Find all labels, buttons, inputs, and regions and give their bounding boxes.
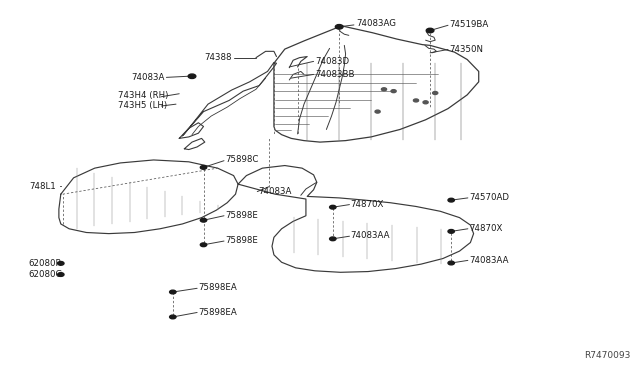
Circle shape bbox=[448, 198, 454, 202]
Text: 74083A: 74083A bbox=[258, 187, 291, 196]
Circle shape bbox=[200, 243, 207, 247]
Circle shape bbox=[381, 88, 387, 91]
Circle shape bbox=[330, 237, 336, 241]
Text: 743H4 (RH): 743H4 (RH) bbox=[118, 92, 169, 100]
Text: 74083D: 74083D bbox=[315, 57, 349, 65]
Circle shape bbox=[58, 262, 64, 265]
Text: 743H5 (LH): 743H5 (LH) bbox=[118, 101, 168, 110]
Text: 74083A: 74083A bbox=[131, 73, 164, 82]
Text: 62080R: 62080R bbox=[29, 259, 62, 268]
Circle shape bbox=[335, 25, 343, 29]
Circle shape bbox=[200, 218, 207, 222]
Circle shape bbox=[200, 166, 207, 169]
Circle shape bbox=[426, 28, 434, 33]
Circle shape bbox=[188, 74, 196, 78]
Text: 74870X: 74870X bbox=[469, 224, 502, 233]
Circle shape bbox=[413, 99, 419, 102]
Circle shape bbox=[448, 230, 454, 233]
Circle shape bbox=[433, 92, 438, 94]
Circle shape bbox=[375, 110, 380, 113]
Text: 74388: 74388 bbox=[204, 53, 232, 62]
Text: 75898C: 75898C bbox=[225, 155, 259, 164]
Text: 74083AG: 74083AG bbox=[356, 19, 396, 28]
Text: 75898EA: 75898EA bbox=[198, 308, 237, 317]
Text: 74870X: 74870X bbox=[351, 200, 384, 209]
Text: 748L1: 748L1 bbox=[29, 182, 56, 190]
Text: R7470093: R7470093 bbox=[584, 351, 630, 360]
Text: 74083BB: 74083BB bbox=[315, 70, 355, 79]
Text: 74519BA: 74519BA bbox=[449, 20, 488, 29]
Text: 74570AD: 74570AD bbox=[469, 193, 509, 202]
Circle shape bbox=[170, 290, 176, 294]
Text: 74083AA: 74083AA bbox=[469, 256, 509, 264]
Circle shape bbox=[58, 273, 64, 276]
Text: 75898EA: 75898EA bbox=[198, 283, 237, 292]
Circle shape bbox=[330, 205, 336, 209]
Circle shape bbox=[423, 101, 428, 104]
Text: 74350N: 74350N bbox=[449, 45, 483, 54]
Circle shape bbox=[170, 315, 176, 319]
Text: 75898E: 75898E bbox=[225, 236, 258, 245]
Text: 74083AA: 74083AA bbox=[351, 231, 390, 240]
Text: 75898E: 75898E bbox=[225, 211, 258, 220]
Circle shape bbox=[448, 261, 454, 265]
Circle shape bbox=[391, 90, 396, 93]
Text: 62080G: 62080G bbox=[29, 270, 63, 279]
